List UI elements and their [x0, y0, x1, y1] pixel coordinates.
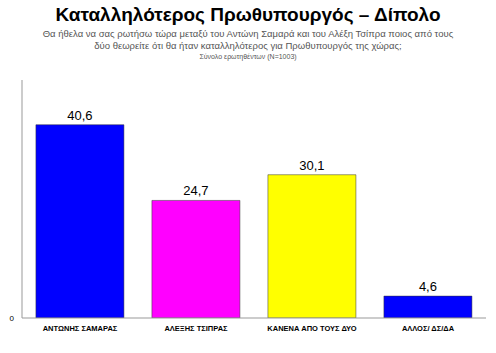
svg-text:30,1: 30,1 — [299, 158, 324, 173]
svg-text:ΑΛΛΟΣ/ ΔΣ/ΔΑ: ΑΛΛΟΣ/ ΔΣ/ΔΑ — [402, 324, 455, 333]
svg-text:40,6: 40,6 — [67, 108, 92, 123]
html-text:Σύνολο ερωτηθέντων (N=1003): Σύνολο ερωτηθέντων (N=1003) — [199, 53, 297, 60]
svg-text:24,7: 24,7 — [183, 183, 208, 198]
svg-text:ΑΝΤΩΝΗΣ ΣΑΜΑΡΑΣ: ΑΝΤΩΝΗΣ ΣΑΜΑΡΑΣ — [43, 324, 118, 333]
html-text:Καταλληλότερος Πρωθυπουργός –: Καταλληλότερος Πρωθυπουργός – Δίπολο — [55, 4, 441, 25]
svg-text:4,6: 4,6 — [419, 279, 437, 294]
svg-text:ΑΛΕΞΗΣ ΤΣΙΠΡΑΣ: ΑΛΕΞΗΣ ΤΣΙΠΡΑΣ — [164, 324, 228, 333]
svg-text:ΚΑΝΕΝΑ ΑΠΟ ΤΟΥΣ ΔΥΟ: ΚΑΝΕΝΑ ΑΠΟ ΤΟΥΣ ΔΥΟ — [267, 324, 356, 333]
html-text:Θα ήθελα να σας ρωτήσω τώρα με: Θα ήθελα να σας ρωτήσω τώρα μεταξύ του Α… — [42, 28, 454, 51]
svg-text:0: 0 — [10, 314, 15, 323]
